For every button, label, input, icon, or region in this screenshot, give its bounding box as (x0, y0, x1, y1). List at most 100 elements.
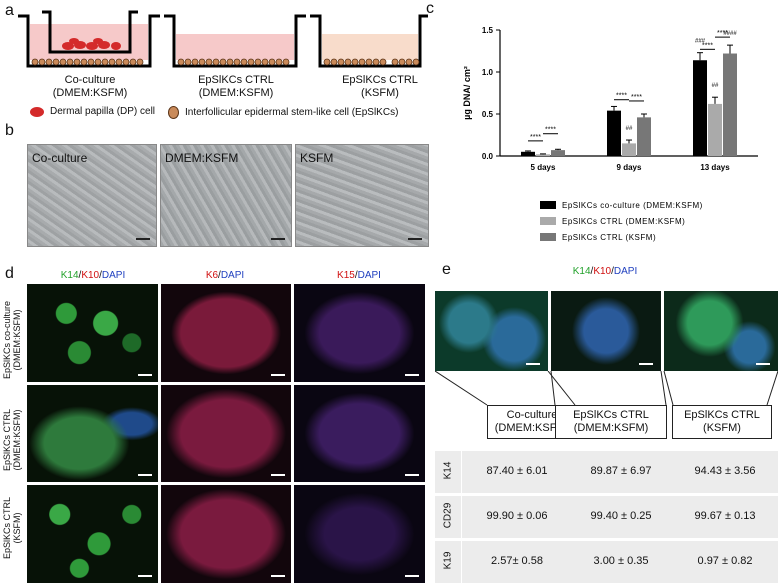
table-cell: 99.90 ± 0.06 (486, 510, 548, 522)
well-caption-3: EpSlKCs CTRL (KSFM) (342, 74, 418, 99)
table-cell: 99.40 ± 0.25 (590, 510, 652, 522)
panel-e-letter: e (442, 261, 451, 278)
table-cell: 2.57± 0.58 (491, 555, 543, 567)
bar (693, 60, 707, 156)
e-header: K14/K10/DAPI (572, 266, 638, 277)
mark-label: ## (626, 126, 633, 132)
fluo-coculture-k14 (27, 284, 158, 382)
bar (551, 150, 565, 156)
bar (708, 103, 722, 156)
bar (637, 117, 651, 156)
y-tick-label: 1.5 (482, 26, 494, 35)
phase-image-coculture: Co-culture (27, 144, 157, 247)
e-image-coculture (435, 291, 548, 371)
y-axis-label: µg DNA/ cm² (462, 66, 472, 120)
table-row-k14: K14 87.40 ± 6.01 89.87 ± 6.97 94.43 ± 3.… (435, 451, 778, 493)
e-image-ctrl-ksfm (664, 291, 778, 371)
well-caption-2: EpSlKCs CTRL (DMEM:KSFM) (198, 74, 274, 99)
well-caption-1: Co-culture (DMEM:KSFM) (52, 74, 128, 99)
phase-image-dmem: DMEM:KSFM (160, 144, 292, 247)
e-box-ctrl-ksfm: EpSlKCs CTRL (KSFM) (672, 405, 772, 439)
legend-label: EpSlKCs co-culture (DMEM:KSFM) (562, 201, 703, 210)
d-header-3: K15/DAPI (337, 270, 381, 281)
d-header-k14: K14 (60, 270, 79, 281)
mark-label: ### (695, 39, 706, 45)
mark-label: #### (723, 31, 737, 37)
legend-label: EpSlKCs CTRL (DMEM:KSFM) (562, 217, 685, 226)
legend-dp: Dermal papilla (DP) cell (30, 106, 155, 117)
well-ctrl-dmem (164, 14, 306, 68)
fluo-ctrl-dmem-k6 (161, 385, 291, 482)
table-cell: 89.87 ± 6.97 (590, 465, 652, 477)
well-coculture (18, 10, 160, 68)
panel-d-letter: d (5, 265, 14, 282)
bar (521, 151, 535, 156)
fluo-ctrl-ksfm-k14 (27, 485, 158, 583)
bar (622, 143, 636, 156)
y-tick-label: 0.5 (482, 110, 494, 119)
dp-cell-icon (30, 106, 44, 117)
d-row-label-3: EpSlKCs CTRL (KSFM) (2, 497, 22, 560)
sig-stars: **** (631, 94, 642, 101)
table-row-k19: K19 2.57± 0.58 3.00 ± 0.35 0.97 ± 0.82 (435, 541, 778, 583)
dp-cells (62, 38, 121, 50)
legend-label: EpSlKCs CTRL (KSFM) (562, 233, 656, 242)
table-cell: 3.00 ± 0.35 (593, 555, 649, 567)
well-ctrl-ksfm (310, 14, 392, 68)
sig-stars: **** (530, 134, 541, 141)
fluo-ctrl-ksfm-k15 (294, 485, 425, 583)
table-cell: 99.67 ± 0.13 (694, 510, 756, 522)
mark-label: ## (712, 83, 719, 89)
d-row-label-2: EpSlKCs CTRL (DMEM:KSFM) (2, 409, 22, 472)
x-tick-label: 5 days (531, 163, 556, 172)
well-3-wall (390, 14, 428, 68)
x-tick-label: 9 days (617, 163, 642, 172)
e-connector-lines (435, 371, 778, 406)
fluo-coculture-k15 (294, 284, 425, 382)
sig-stars: **** (717, 30, 728, 37)
d-row-label-1: EpSlKCs co-culture (DMEM:KSFM) (2, 300, 22, 380)
table-cell: 94.43 ± 3.56 (694, 465, 756, 477)
y-tick-label: 1.0 (482, 68, 494, 77)
phase-label: KSFM (300, 151, 334, 165)
bar (723, 53, 737, 156)
fluo-ctrl-dmem-k14 (27, 385, 158, 482)
fluo-ctrl-dmem-k15 (294, 385, 425, 482)
legend-ep: Interfollicular epidermal stem-like cell… (168, 106, 398, 119)
table-row-cd29: CD29 99.90 ± 0.06 99.40 ± 0.25 99.67 ± 0… (435, 496, 778, 538)
e-image-ctrl-dmem (551, 291, 661, 371)
phase-image-ksfm: KSFM (295, 144, 429, 247)
sig-stars: **** (616, 93, 627, 100)
legend-swatch (540, 217, 556, 225)
phase-label: DMEM:KSFM (165, 151, 239, 165)
bar (607, 110, 621, 156)
scale-bar (136, 238, 150, 240)
marker-label: CD29 (442, 502, 454, 529)
legend-swatch (540, 201, 556, 209)
d-header-2: K6/DAPI (205, 270, 245, 281)
transwell-schematic (18, 10, 392, 68)
bar (536, 154, 550, 156)
legend-swatch (540, 233, 556, 241)
d-header-1: K14/K10/DAPI (60, 270, 126, 281)
marker-label: K19 (442, 551, 454, 570)
table-cell: 87.40 ± 6.01 (486, 465, 548, 477)
panel-b-letter: b (5, 122, 14, 139)
sig-stars: **** (702, 42, 713, 49)
panel-a-letter: a (5, 2, 14, 19)
sig-stars: **** (545, 127, 556, 134)
ep-cell-icon (168, 106, 179, 119)
marker-label: K14 (442, 461, 454, 480)
x-tick-label: 13 days (700, 163, 730, 172)
panel-c-letter: c (426, 0, 434, 17)
dna-bar-chart: 0.0 0.5 1.0 1.5 µg DNA/ cm² 5 days **** **** 9 d… (462, 26, 758, 242)
fluo-coculture-k6 (161, 284, 291, 382)
scale-bar (408, 238, 422, 240)
y-tick-label: 0.0 (482, 152, 494, 161)
ep-cells-row (31, 58, 144, 66)
scale-bar (271, 238, 285, 240)
fluo-ctrl-ksfm-k6 (161, 485, 291, 583)
table-cell: 0.97 ± 0.82 (697, 555, 753, 567)
e-box-ctrl-dmem: EpSlKCs CTRL (DMEM:KSFM) (555, 405, 667, 439)
phase-label: Co-culture (32, 151, 88, 165)
